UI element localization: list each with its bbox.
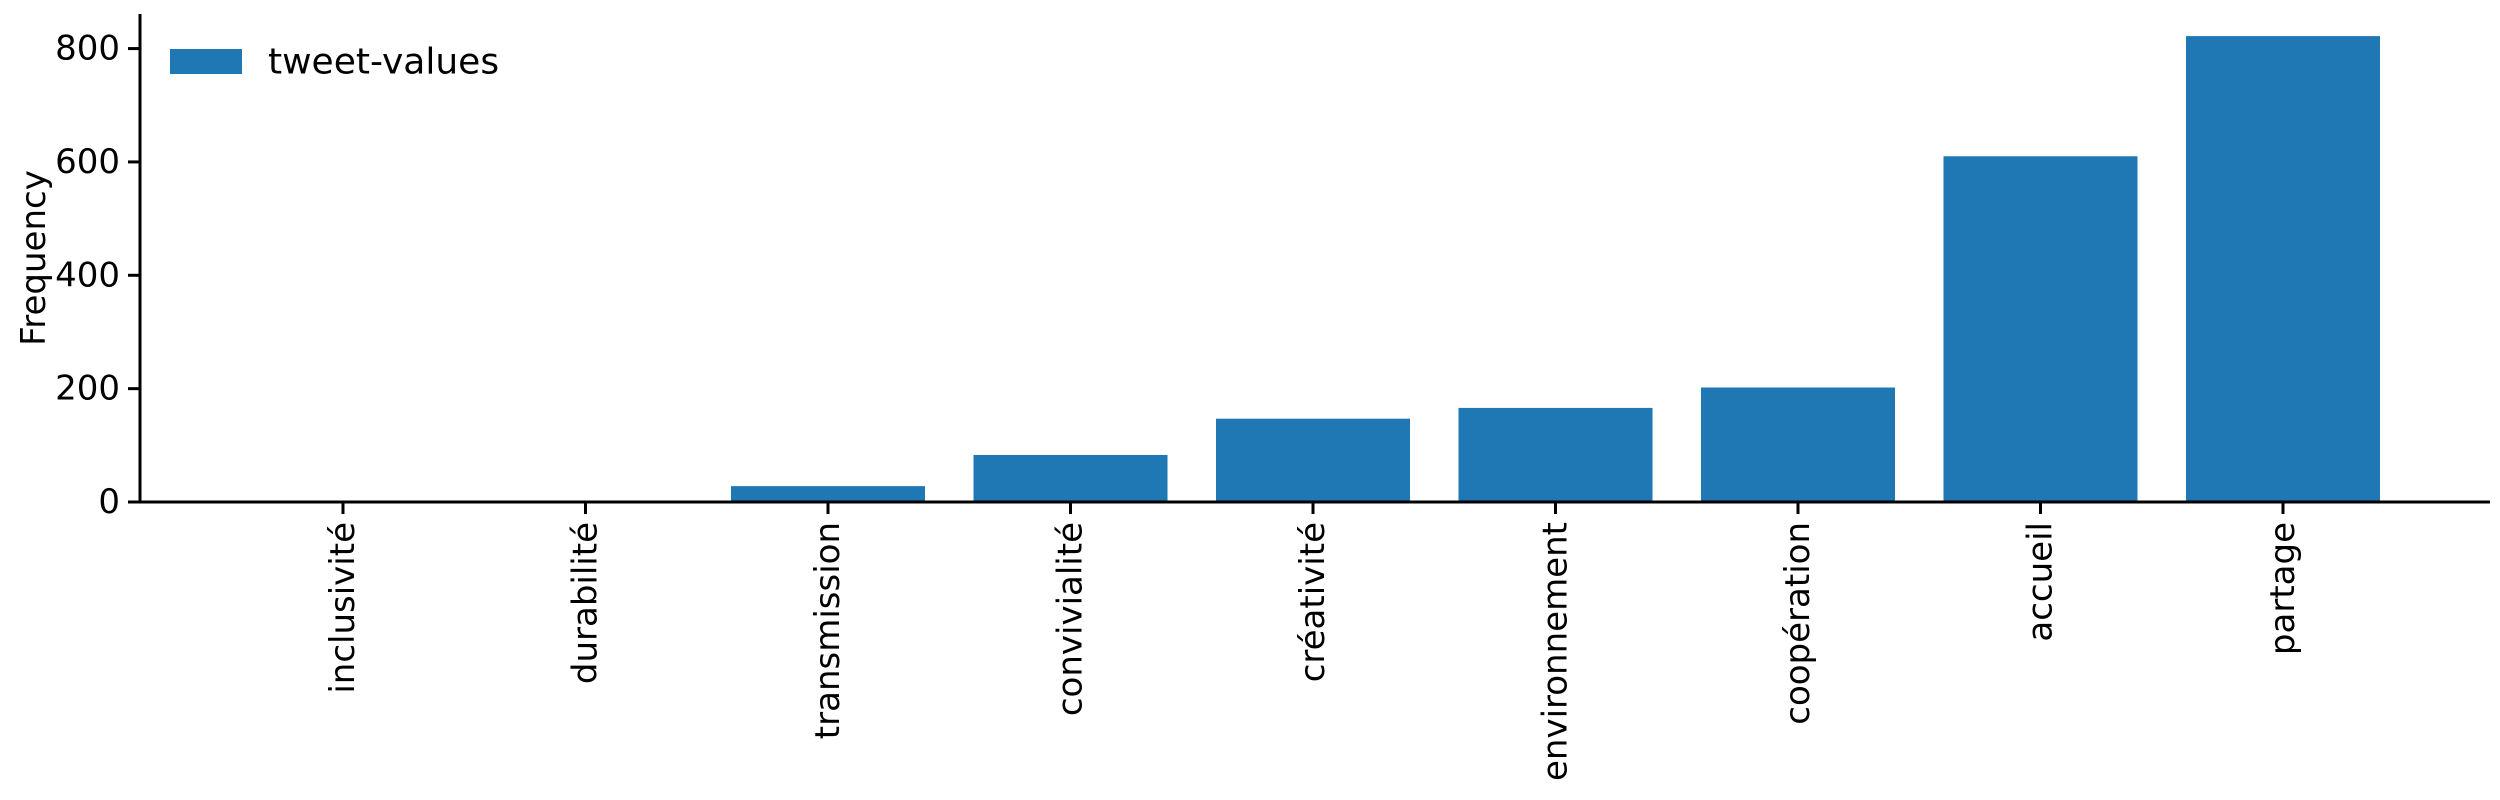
x-tick-label-environnement: environnement — [1536, 522, 1576, 781]
bars — [731, 36, 2380, 503]
y-tick-label-0: 0 — [98, 482, 120, 522]
y-tick-label-400: 400 — [55, 255, 120, 295]
legend-swatch — [170, 49, 242, 74]
x-tick-label-durabilité: durabilité — [566, 522, 606, 684]
legend-label: tweet-values — [268, 42, 499, 83]
y-axis-title: Frequency — [14, 170, 54, 346]
legend: tweet-values — [170, 42, 499, 83]
y-tick-label-200: 200 — [55, 369, 120, 409]
bar-environnement — [1458, 407, 1653, 502]
x-tick-label-créativité: créativité — [1293, 522, 1333, 682]
y-tick-label-800: 800 — [55, 29, 120, 69]
x-tick-label-transmission: transmission — [808, 522, 848, 739]
y-tick-label-600: 600 — [55, 142, 120, 182]
bar-partage — [2186, 36, 2380, 503]
bar-créativité — [1216, 418, 1410, 502]
x-tick-label-accueil: accueil — [2021, 522, 2061, 642]
x-tick-label-coopération: coopération — [1778, 522, 1818, 725]
bar-transmission — [731, 486, 925, 502]
x-tick-label-convivialité: convivialité — [1051, 522, 1091, 716]
bar-coopération — [1701, 387, 1895, 502]
bar-accueil — [1943, 156, 2138, 502]
bar-convivialité — [973, 454, 1168, 502]
y-axis: 0 200 400 600 800 — [55, 14, 142, 522]
x-axis: inclusivité durabilité transmission convivi… — [140, 500, 2490, 781]
x-tick-label-inclusivité: inclusivité — [323, 522, 363, 694]
x-tick-label-partage: partage — [2263, 522, 2303, 655]
